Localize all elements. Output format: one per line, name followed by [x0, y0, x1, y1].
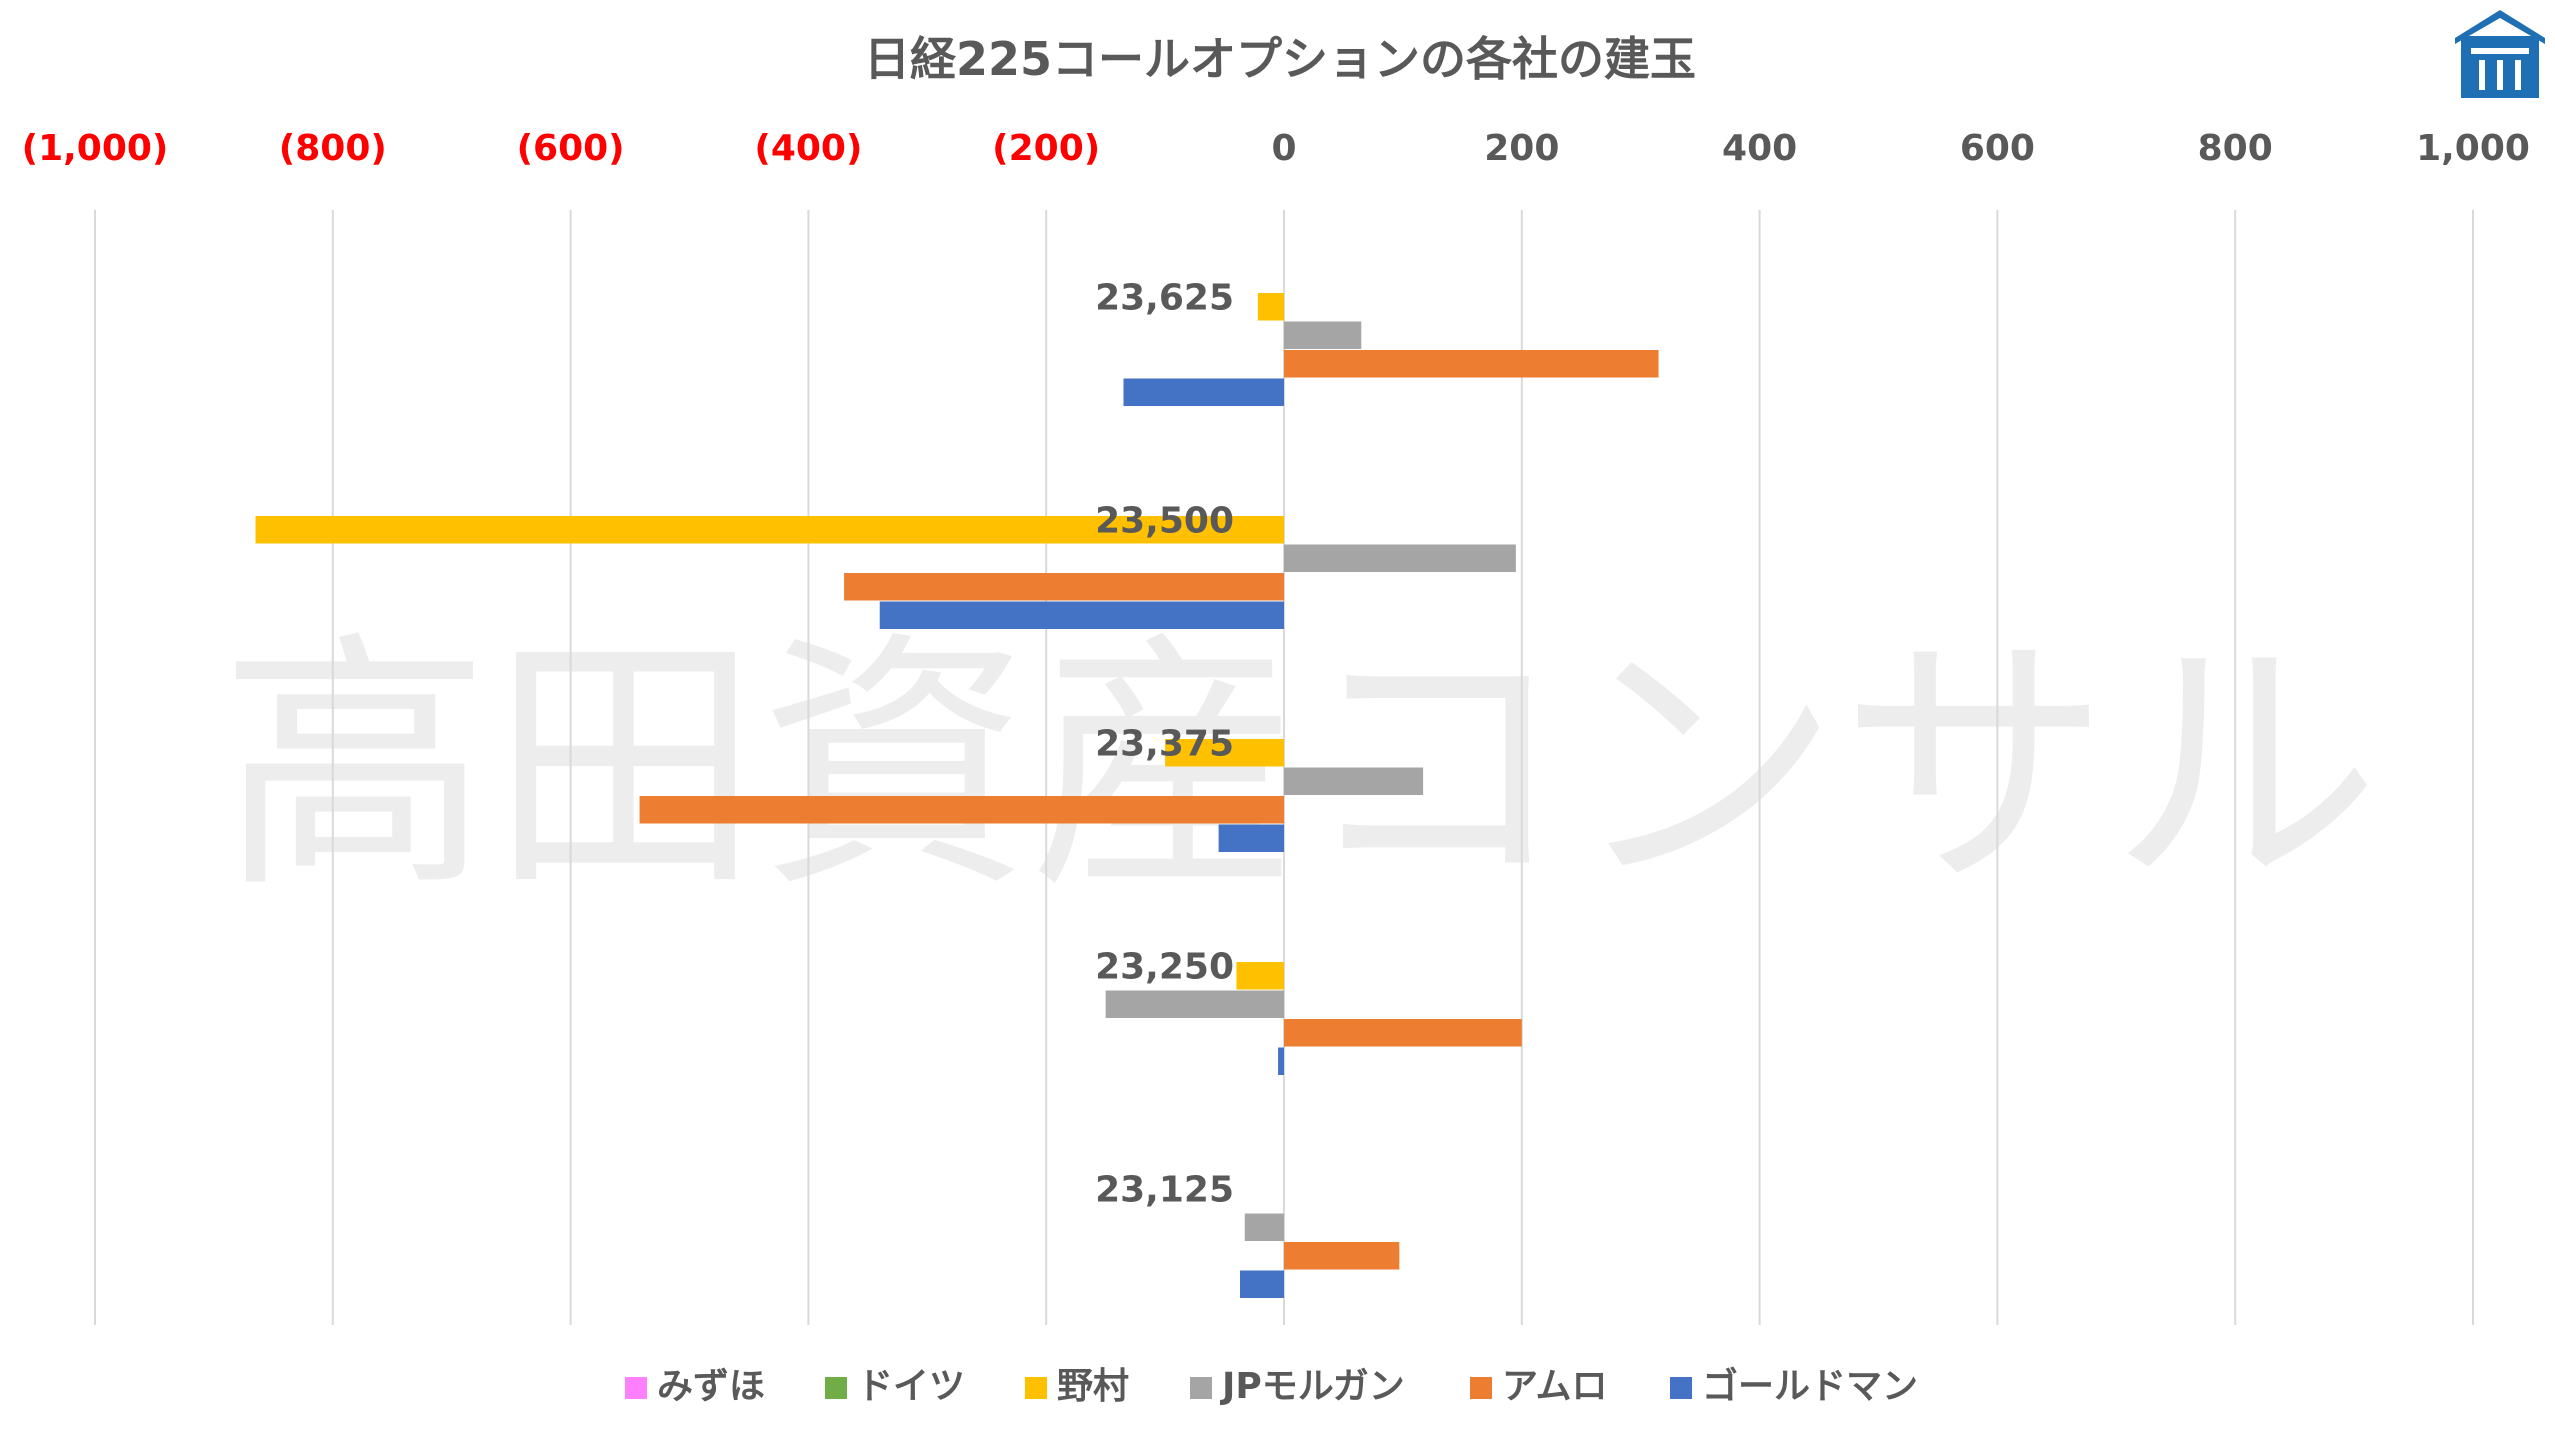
bar [1284, 1019, 1522, 1047]
category-label: 23,625 [1095, 278, 1234, 319]
legend-swatch [625, 1377, 647, 1399]
bars [255, 293, 1659, 1298]
bar [1284, 767, 1424, 795]
category-label: 23,375 [1095, 724, 1234, 765]
legend-label: 野村 [1057, 1366, 1129, 1407]
legend-swatch [825, 1377, 847, 1399]
bar [1218, 824, 1284, 852]
x-tick-label: 400 [1722, 128, 1797, 169]
bar [1284, 321, 1362, 349]
x-tick-label: 200 [1484, 128, 1559, 169]
category-labels: 23,625 23,500 23,375 23,250 23,125 [1095, 278, 1234, 1211]
x-tick-label: 0 [1271, 128, 1296, 169]
x-tick-label: 1,000 [2416, 128, 2530, 169]
legend: みずほ ドイツ 野村 JPモルガン アムロ ゴールドマン [625, 1365, 1918, 1407]
bar [1284, 1242, 1400, 1270]
bar [1244, 1213, 1284, 1241]
legend-swatch [1470, 1377, 1492, 1399]
legend-label: みずほ [657, 1366, 765, 1407]
bar [1240, 1270, 1284, 1298]
bar [1236, 962, 1284, 990]
bar [1278, 1047, 1284, 1075]
legend-label: アムロ [1502, 1366, 1607, 1407]
x-tick-label: (800) [279, 128, 387, 169]
bar [879, 601, 1284, 629]
legend-label: ドイツ [857, 1366, 965, 1407]
legend-swatch [1670, 1377, 1692, 1399]
logo-icon [2455, 10, 2545, 98]
x-tick-label: (1,000) [22, 128, 169, 169]
legend-swatch [1190, 1377, 1212, 1399]
bar [1284, 350, 1659, 378]
bar [1284, 544, 1516, 572]
x-axis-ticks: (1,000) (800) (600) (400) (200) 0 200 400 600 800… [22, 128, 2530, 169]
bar [1257, 293, 1284, 321]
category-label: 23,500 [1095, 501, 1234, 542]
legend-label: JPモルガン [1219, 1366, 1405, 1407]
x-tick-label: (400) [754, 128, 862, 169]
legend-swatch [1025, 1377, 1047, 1399]
bar [639, 796, 1284, 824]
bar [1123, 378, 1284, 406]
x-tick-label: (600) [517, 128, 625, 169]
bar [255, 516, 1284, 544]
x-tick-label: (200) [992, 128, 1100, 169]
bar [844, 573, 1284, 601]
category-label: 23,250 [1095, 947, 1234, 988]
x-tick-label: 600 [1960, 128, 2035, 169]
watermark: 高田資産コンサル [220, 609, 2380, 924]
x-tick-label: 800 [2198, 128, 2273, 169]
category-label: 23,125 [1095, 1170, 1234, 1211]
bar [1165, 739, 1284, 767]
chart-title: 日経225コールオプションの各社の建玉 [864, 32, 1696, 86]
legend-label: ゴールドマン [1702, 1365, 1918, 1407]
gridlines [94, 210, 2474, 1325]
bar [1105, 990, 1284, 1018]
